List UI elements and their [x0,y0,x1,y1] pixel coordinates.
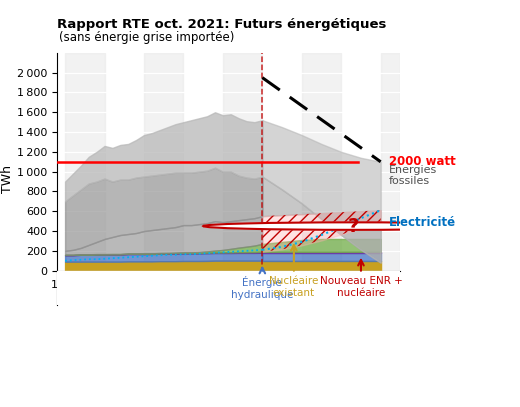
Bar [223,53,262,305]
Text: ?: ? [347,217,359,236]
Bar [302,53,341,305]
Text: (sans énergie grise importée): (sans énergie grise importée) [59,31,235,44]
Text: Énergie
hydraulique: Énergie hydraulique [231,276,293,300]
Text: Nouveau ENR +
nucléaire: Nouveau ENR + nucléaire [320,276,402,298]
Text: Rapport RTE oct. 2021: Futurs énergétiques: Rapport RTE oct. 2021: Futurs énergétiqu… [57,18,386,31]
Text: Nucléaire
existant: Nucléaire existant [269,276,319,298]
Y-axis label: TWh: TWh [2,165,15,193]
Text: Electricité: Electricité [388,216,456,229]
Text: Energies
fossiles: Energies fossiles [388,165,437,186]
Bar [144,53,184,305]
Bar [57,271,400,305]
Bar [381,53,400,305]
Bar [65,53,105,305]
Text: 2000 watt: 2000 watt [388,155,456,168]
Circle shape [203,222,503,230]
